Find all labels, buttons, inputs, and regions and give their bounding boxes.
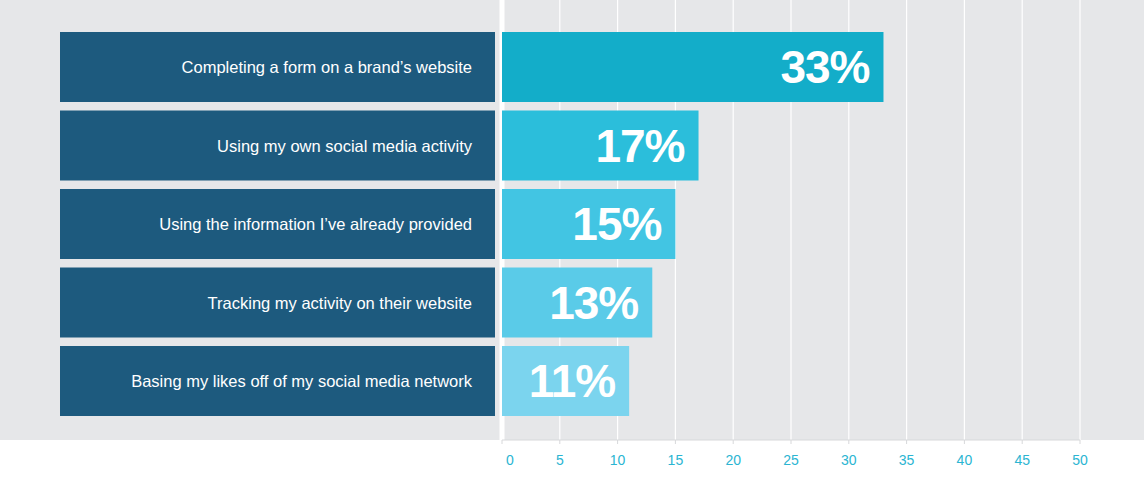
category-box (60, 346, 495, 416)
bar (502, 268, 652, 338)
bar (502, 346, 629, 416)
tick-label: 15 (668, 452, 684, 468)
data-label: 13% (549, 277, 638, 329)
background (0, 0, 1144, 440)
tick-mark (1080, 440, 1081, 444)
tick-label: 45 (1014, 452, 1030, 468)
tick-mark (733, 440, 734, 444)
data-label: 11% (529, 355, 616, 407)
tick-label: 40 (957, 452, 973, 468)
data-label: 15% (572, 198, 661, 250)
labels: Completing a form on a brand’s website 33… (60, 32, 870, 416)
tick-mark (559, 440, 560, 444)
bar (502, 189, 675, 259)
tick-mark (848, 440, 849, 444)
tick-mark (502, 440, 503, 444)
category-box (60, 111, 495, 181)
tick-mark (675, 440, 676, 444)
category-label: Using my own social media activity (217, 137, 473, 155)
tick-mark (791, 440, 792, 444)
grid-line (1079, 0, 1080, 440)
category-label: Basing my likes off of my social media n… (131, 372, 473, 390)
data-label: 17% (595, 120, 684, 172)
category-box (60, 268, 495, 338)
category-box (60, 32, 495, 102)
tick-label: 20 (725, 452, 741, 468)
chart-container: Completing a form on a brand’s website 33… (0, 0, 1144, 484)
grid (502, 0, 1080, 440)
bar (502, 111, 699, 181)
grid-line (964, 0, 965, 440)
tick-label: 0 (506, 452, 514, 468)
tick-mark (964, 440, 965, 444)
x-ticks: 0 5 10 15 20 25 30 35 40 45 50 (502, 440, 1088, 468)
tick-mark (617, 440, 618, 444)
bar (502, 32, 883, 102)
data-label: 33% (780, 41, 869, 93)
category-box (60, 189, 495, 259)
tick-label: 50 (1072, 452, 1088, 468)
category-label: Using the information I’ve already provi… (159, 215, 472, 233)
tick-label: 35 (899, 452, 915, 468)
category-label: Completing a form on a brand’s website (182, 58, 472, 76)
chart-svg: Completing a form on a brand’s website 33… (0, 0, 1144, 484)
grid-line (906, 0, 907, 440)
tick-label: 30 (841, 452, 857, 468)
tick-mark (1022, 440, 1023, 444)
tick-label: 10 (610, 452, 626, 468)
tick-label: 5 (556, 452, 564, 468)
tick-mark (906, 440, 907, 444)
grid-line (1022, 0, 1023, 440)
category-label: Tracking my activity on their website (208, 294, 472, 312)
tick-label: 25 (783, 452, 799, 468)
bars (502, 32, 883, 416)
